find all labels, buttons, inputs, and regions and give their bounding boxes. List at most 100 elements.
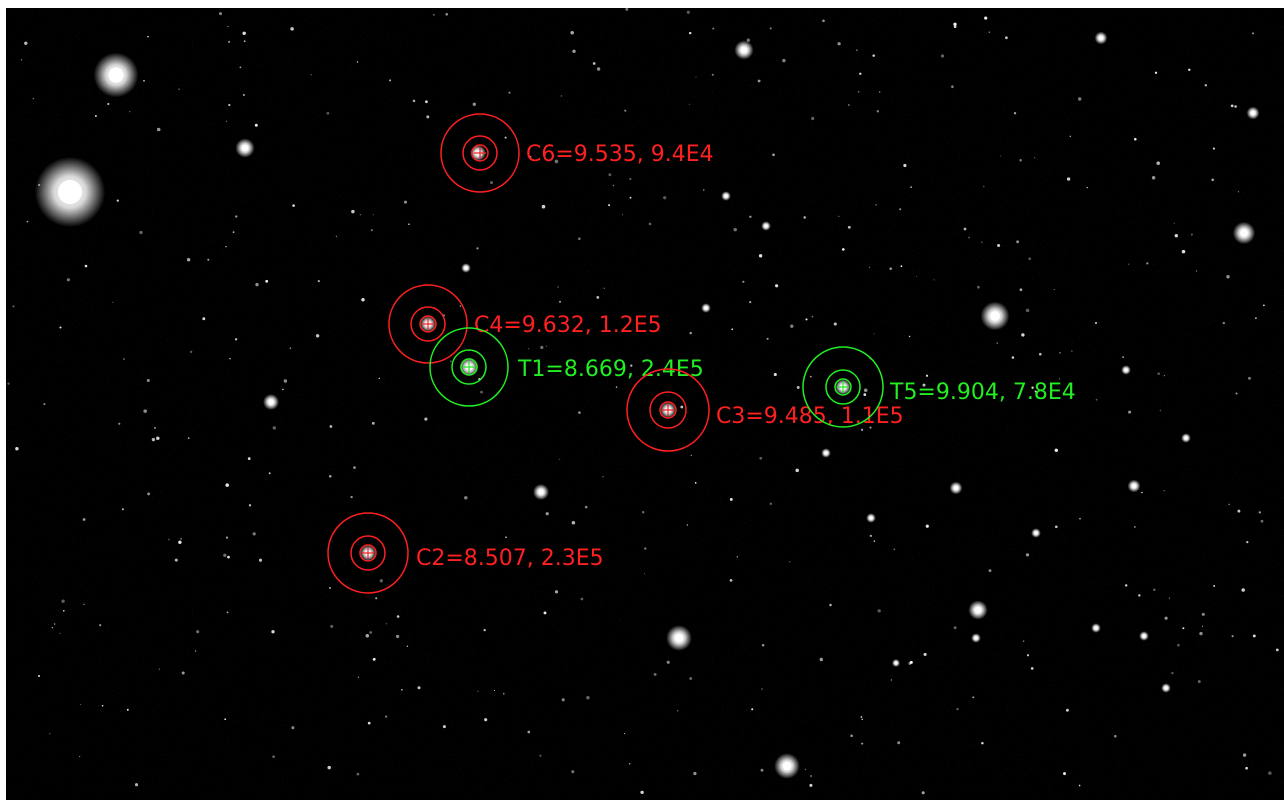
star-core (824, 451, 828, 455)
faint-star (1094, 321, 1098, 325)
faint-star (686, 524, 689, 526)
faint-star (749, 215, 752, 219)
faint-star (769, 502, 773, 506)
faint-star (953, 626, 957, 630)
faint-star (1222, 321, 1226, 325)
faint-star (608, 204, 611, 207)
faint-star (837, 42, 841, 46)
faint-star (272, 755, 275, 758)
faint-star (528, 348, 530, 350)
faint-star (809, 375, 812, 378)
faint-star (483, 628, 486, 632)
faint-star (804, 768, 807, 771)
faint-star (809, 783, 813, 787)
faint-star (356, 61, 359, 63)
faint-star (234, 338, 238, 341)
faint-star (1181, 249, 1186, 254)
faint-star (795, 468, 799, 473)
faint-star (997, 243, 1001, 248)
faint-star (921, 791, 925, 795)
faint-star (94, 114, 97, 117)
aperture-label-c2: C2=8.507, 2.3E5 (416, 546, 604, 571)
star-core (1124, 368, 1128, 372)
faint-star (1000, 155, 1002, 157)
faint-star (751, 708, 754, 711)
faint-star (540, 345, 544, 350)
faint-star (7, 382, 10, 385)
faint-star (983, 185, 985, 188)
faint-star (1242, 753, 1247, 757)
aperture-core-ring (359, 544, 377, 562)
star-core (57, 179, 83, 205)
aperture-c4[interactable]: C4=9.632, 1.2E5 (388, 284, 662, 364)
aperture-inner-ring (350, 535, 386, 571)
faint-star (1173, 222, 1175, 224)
aperture-core-ring (419, 315, 437, 333)
faint-star (228, 103, 231, 107)
faint-star (1034, 157, 1036, 159)
star-core (1240, 229, 1248, 237)
faint-star (833, 322, 837, 326)
faint-star (628, 762, 631, 765)
faint-star (872, 54, 875, 57)
faint-star (908, 335, 911, 338)
faint-star (372, 657, 376, 661)
faint-star (247, 457, 251, 460)
faint-star (981, 241, 983, 244)
faint-star (129, 110, 131, 113)
faint-star (1164, 616, 1168, 620)
faint-star (805, 318, 808, 321)
star-core (1164, 686, 1168, 690)
faint-star (112, 301, 114, 303)
faint-star (769, 27, 772, 30)
faint-star (310, 74, 312, 76)
faint-star (1174, 234, 1178, 238)
faint-star (225, 483, 229, 487)
faint-star (196, 630, 200, 634)
faint-star (1078, 97, 1082, 101)
aperture-inner-ring (451, 349, 487, 385)
faint-star (1234, 105, 1237, 108)
faint-star (369, 631, 373, 634)
faint-star (570, 31, 574, 35)
faint-star (37, 183, 41, 187)
faint-star (329, 425, 333, 428)
faint-star (356, 772, 360, 776)
faint-star (79, 756, 81, 758)
faint-star (861, 718, 864, 721)
faint-star (1199, 631, 1203, 636)
faint-star (953, 25, 957, 29)
faint-star (1255, 317, 1257, 319)
faint-star (893, 548, 896, 551)
faint-star (877, 609, 881, 613)
faint-star (972, 696, 975, 699)
faint-star (850, 734, 853, 738)
faint-star (746, 38, 751, 42)
faint-star (1021, 333, 1025, 337)
aperture-label-c6: C6=9.535, 9.4E4 (526, 142, 714, 167)
faint-star (226, 611, 229, 614)
aperture-c2[interactable]: C2=8.507, 2.3E5 (327, 512, 604, 594)
faint-star (477, 690, 479, 692)
star-core (990, 311, 1000, 321)
star-core (268, 399, 274, 405)
star-core (974, 636, 978, 640)
faint-star (1182, 627, 1185, 630)
faint-star (1054, 448, 1058, 452)
faint-star (406, 645, 409, 648)
faint-star (118, 422, 121, 425)
faint-star (586, 695, 590, 700)
faint-star (1202, 625, 1204, 627)
star-core (538, 489, 544, 495)
aperture-t5[interactable]: T5=9.904, 7.8E4 (802, 346, 1076, 428)
faint-star (147, 35, 149, 38)
faint-star (988, 31, 990, 33)
faint-star (289, 347, 292, 349)
faint-star (1063, 772, 1066, 776)
faint-star (1226, 274, 1230, 279)
aperture-c6[interactable]: C6=9.535, 9.4E4 (440, 113, 714, 193)
faint-star (810, 775, 812, 777)
faint-star (271, 630, 275, 634)
aperture-label-t5: T5=9.904, 7.8E4 (889, 380, 1076, 405)
faint-star (869, 534, 873, 538)
